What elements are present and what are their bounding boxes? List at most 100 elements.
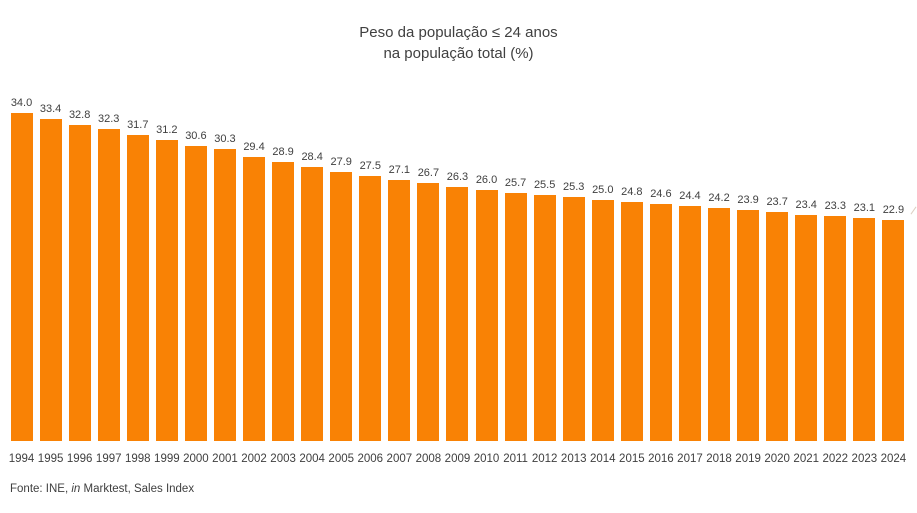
- source-note: Fonte: INE, in Marktest, Sales Index: [0, 483, 917, 495]
- bar-column: 30.6 2000: [181, 93, 210, 467]
- bar-column: 32.8 1996: [65, 93, 94, 467]
- bar-value-label: 31.2: [156, 124, 178, 136]
- x-axis-label: 2014: [589, 453, 616, 465]
- bar-value-label: 29.4: [243, 141, 265, 153]
- bar: [591, 200, 614, 441]
- x-axis-label: 2020: [764, 453, 790, 465]
- x-axis-label: 2017: [677, 453, 703, 465]
- bar-column: 27.9 2005: [327, 93, 356, 467]
- bar-value-label: 23.3: [824, 200, 846, 212]
- bar-value-label: 24.4: [679, 190, 701, 202]
- bar-column: 23.1 2023: [850, 93, 879, 467]
- bar: [678, 206, 701, 441]
- bar-value-label: 23.9: [737, 194, 759, 206]
- bar-column: 24.6 2016: [646, 93, 675, 467]
- bar: [388, 180, 411, 441]
- x-axis-label: 2010: [473, 453, 500, 465]
- bar-value-label: 24.6: [650, 188, 672, 200]
- source-note-italic: in: [71, 483, 81, 495]
- bar: [708, 208, 731, 441]
- bar-column: 23.4 2021: [792, 93, 821, 467]
- bar: [330, 172, 353, 441]
- x-axis-label: 2022: [822, 453, 849, 465]
- bar-value-label: 23.4: [795, 199, 817, 211]
- x-axis-label: 2016: [648, 453, 674, 465]
- bar-column: 26.0 2010: [472, 93, 501, 467]
- bar-value-label: 30.6: [185, 130, 207, 142]
- bar-column: 30.3 2001: [210, 93, 239, 467]
- bar: [853, 218, 876, 441]
- bar: [359, 176, 382, 441]
- bar: [126, 135, 149, 441]
- bar-value-label: 32.8: [68, 109, 91, 121]
- bar-column: 26.7 2008: [414, 93, 443, 467]
- x-axis-label: 2004: [299, 453, 325, 465]
- source-note-suffix: Marktest, Sales Index: [80, 483, 195, 495]
- x-axis-label: 1996: [66, 453, 93, 465]
- bar: [504, 193, 527, 441]
- bar-column: 24.4 2017: [675, 93, 704, 467]
- bar-column: 25.0 2014: [588, 93, 617, 467]
- x-axis-label: 1999: [154, 453, 180, 465]
- bar-value-label: 23.7: [766, 196, 788, 208]
- bar-column: 28.4 2004: [298, 93, 327, 467]
- bar-column: 24.8 2015: [617, 93, 646, 467]
- bar-column: 29.4 2002: [240, 93, 269, 467]
- bar-value-label: 33.4: [39, 103, 62, 115]
- bar: [824, 216, 847, 441]
- bar-value-label: 26.7: [417, 167, 440, 179]
- bar-column: 25.7 2011: [501, 93, 530, 467]
- bar-value-label: 25.5: [533, 179, 556, 191]
- bar-column: 23.7 2020: [763, 93, 792, 467]
- x-axis-label: 2005: [328, 453, 355, 465]
- source-note-prefix: Fonte: INE,: [10, 483, 72, 495]
- plot-area: 34.0 1994 33.4 1995 32.8 1996 32.3 1997 31.7 1998…: [0, 93, 917, 467]
- bar: [272, 162, 295, 441]
- bar-value-label: 34.0: [10, 97, 33, 109]
- bar-column: 31.2 1999: [152, 93, 181, 467]
- x-axis-label: 2015: [619, 453, 645, 465]
- x-axis-label: 1997: [95, 453, 122, 465]
- bar-value-label: 30.3: [214, 133, 236, 145]
- bar: [533, 195, 556, 441]
- bar: [243, 157, 266, 441]
- bar: [446, 187, 469, 441]
- bar-value-label: 28.9: [272, 146, 294, 158]
- x-axis-label: 2012: [531, 453, 558, 465]
- bar-value-label: 32.3: [98, 113, 120, 125]
- bar: [620, 202, 643, 441]
- bar-value-label: 24.8: [621, 186, 643, 198]
- bar: [155, 140, 178, 441]
- bar-column: 28.9 2003: [269, 93, 298, 467]
- bar: [97, 129, 120, 441]
- x-axis-label: 2013: [560, 453, 587, 465]
- bar: [417, 183, 440, 441]
- bar-column: 24.2 2018: [705, 93, 734, 467]
- bar-column: 32.3 1997: [94, 93, 123, 467]
- bar-column: 22.9 2024: [879, 93, 908, 467]
- x-axis-label: 2003: [270, 453, 296, 465]
- x-axis-label: 2007: [386, 453, 413, 465]
- bar-value-label: 24.2: [708, 192, 730, 204]
- bar: [562, 197, 585, 441]
- x-axis-label: 2000: [183, 453, 209, 465]
- bar: [882, 220, 905, 441]
- bar-column: 33.4 1995: [36, 93, 65, 467]
- bar-column: 23.9 2019: [734, 93, 763, 467]
- bar-value-label: 26.3: [446, 171, 469, 183]
- bar-value-label: 27.1: [388, 164, 411, 176]
- bar-value-label: 23.1: [853, 202, 876, 214]
- bar: [10, 113, 33, 441]
- bar-column: 23.3 2022: [821, 93, 850, 467]
- bar-column: 26.3 2009: [443, 93, 472, 467]
- x-axis-label: 2009: [444, 453, 471, 465]
- bar-column: 27.5 2006: [356, 93, 385, 467]
- bar: [766, 212, 789, 441]
- bar-column: 31.7 1998: [123, 93, 152, 467]
- x-axis-label: 2023: [851, 453, 878, 465]
- bar-column: 27.1 2007: [385, 93, 414, 467]
- x-axis-label: 2019: [735, 453, 761, 465]
- x-axis-label: 2011: [503, 453, 528, 465]
- x-axis-label: 2002: [241, 453, 267, 465]
- bar-column: 25.5 2012: [530, 93, 559, 467]
